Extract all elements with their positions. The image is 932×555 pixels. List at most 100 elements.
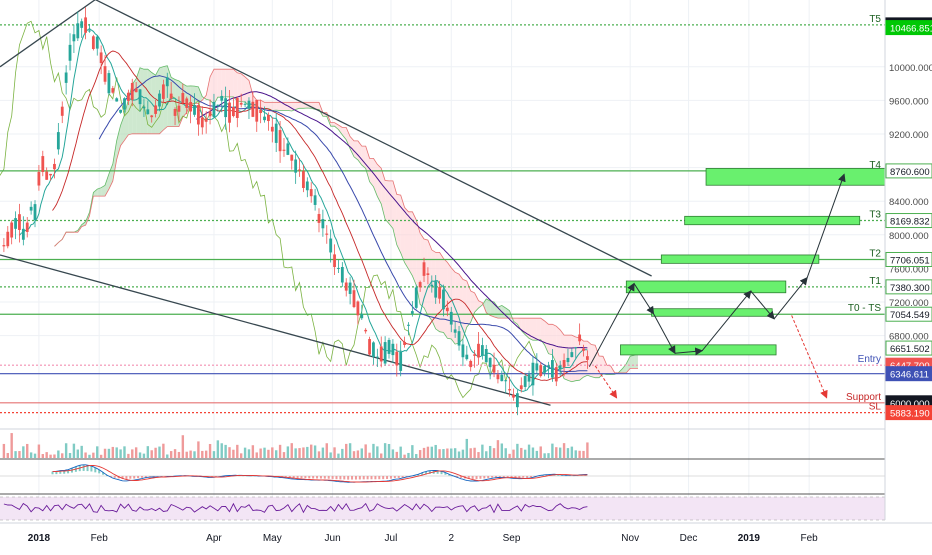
macd-hist-46: [141, 476, 143, 478]
volume-bar-264: [516, 444, 518, 458]
volume-bar-198: [388, 444, 390, 458]
volume-bar-118: [232, 450, 234, 458]
volume-bar-174: [341, 449, 343, 458]
volume-bar-40: [80, 446, 82, 458]
macd-hist-40: [129, 476, 131, 479]
candle-body-18: [38, 172, 41, 186]
candle-body-80: [158, 94, 161, 107]
volume-bar-62: [123, 446, 125, 458]
time-tick-1: Feb: [91, 533, 109, 544]
price-tick-2: 9200.000: [889, 130, 929, 141]
candle-body-128: [251, 102, 254, 117]
macd-hist-228: [495, 476, 497, 477]
candle-body-60: [119, 110, 122, 113]
candle-body-298: [582, 349, 585, 351]
candle-body-292: [570, 352, 573, 357]
volume-bar-218: [427, 447, 429, 458]
level-annotation-5: T1: [869, 276, 881, 287]
volume-bar-232: [454, 448, 456, 458]
volume-bar-216: [423, 448, 425, 458]
candle-body-30: [61, 107, 64, 116]
candle-body-12: [26, 223, 29, 232]
volume-bar-170: [333, 447, 335, 458]
price-label-7: 6651.502: [890, 344, 930, 355]
volume-bar-226: [442, 449, 444, 458]
candle-body-26: [53, 164, 56, 169]
cloud-segment-43: [222, 69, 226, 97]
volume-bar-8: [18, 451, 20, 458]
cloud-segment-35: [191, 86, 195, 103]
time-tick-11: Feb: [801, 533, 819, 544]
candle-body-282: [551, 360, 554, 378]
candle-body-268: [524, 376, 527, 387]
candle-body-162: [318, 214, 321, 223]
volume-bar-68: [135, 447, 137, 458]
price-label-9: 6346.611: [890, 370, 929, 381]
candle-body-170: [333, 254, 336, 267]
volume-bar-116: [228, 447, 230, 458]
price-label-1: 10466.851: [890, 24, 932, 35]
volume-bar-252: [493, 448, 495, 458]
volume-bar-266: [520, 448, 522, 458]
candle-body-204: [399, 352, 402, 371]
volume-bar-284: [555, 447, 557, 458]
candle-body-252: [493, 365, 496, 373]
candle-body-266: [520, 385, 523, 389]
macd-hist-144: [332, 476, 334, 479]
volume-bar-274: [536, 451, 538, 458]
macd-hist-156: [355, 476, 357, 480]
candle-body-120: [236, 98, 239, 118]
volume-bar-120: [236, 445, 238, 458]
volume-bar-250: [489, 446, 491, 458]
volume-bar-268: [524, 450, 526, 458]
macd-hist-240: [518, 476, 520, 478]
candle-body-296: [578, 335, 581, 342]
volume-bar-80: [158, 447, 160, 458]
candle-body-242: [473, 354, 476, 355]
volume-bar-56: [112, 447, 114, 458]
macd-hist-166: [374, 476, 376, 479]
candle-body-86: [170, 94, 173, 99]
volume-bar-20: [42, 454, 44, 458]
volume-bar-204: [399, 447, 401, 458]
cloud-segment-129: [556, 326, 560, 370]
macd-hist-20: [90, 466, 92, 472]
candle-body-194: [380, 346, 383, 361]
volume-bar-176: [345, 444, 347, 458]
volume-bar-70: [139, 452, 141, 458]
volume-bar-10: [22, 446, 24, 458]
volume-bar-44: [88, 455, 90, 458]
candle-body-272: [532, 363, 535, 386]
price-label-6: 7054.549: [890, 310, 930, 321]
macd-hist-138: [320, 476, 322, 479]
volume-bar-90: [178, 452, 180, 458]
candle-body-66: [131, 83, 134, 100]
macd-hist-148: [339, 476, 341, 479]
macd-hist-130: [304, 476, 306, 478]
volume-bar-104: [205, 451, 207, 458]
candle-body-212: [415, 287, 418, 307]
target-box-5: [706, 168, 897, 185]
volume-bar-168: [329, 452, 331, 458]
volume-bar-58: [116, 447, 118, 458]
volume-bar-0: [3, 444, 5, 458]
volume-bar-108: [213, 451, 215, 458]
candle-body-226: [442, 290, 445, 310]
macd-hist-172: [386, 476, 388, 479]
candle-body-56: [111, 88, 114, 93]
candle-body-64: [127, 93, 130, 101]
time-tick-10: 2019: [738, 533, 761, 544]
candle-body-4: [10, 223, 13, 238]
candle-body-228: [446, 308, 449, 311]
price-label-2: 8760.600: [890, 167, 930, 178]
volume-bar-134: [263, 448, 265, 458]
candle-body-230: [450, 312, 453, 325]
candle-body-284: [555, 367, 558, 381]
cloud-segment-91: [408, 212, 412, 276]
target-box-0: [620, 345, 776, 355]
candle-body-96: [189, 102, 192, 112]
macd-hist-132: [308, 476, 310, 478]
candle-body-116: [228, 103, 231, 123]
